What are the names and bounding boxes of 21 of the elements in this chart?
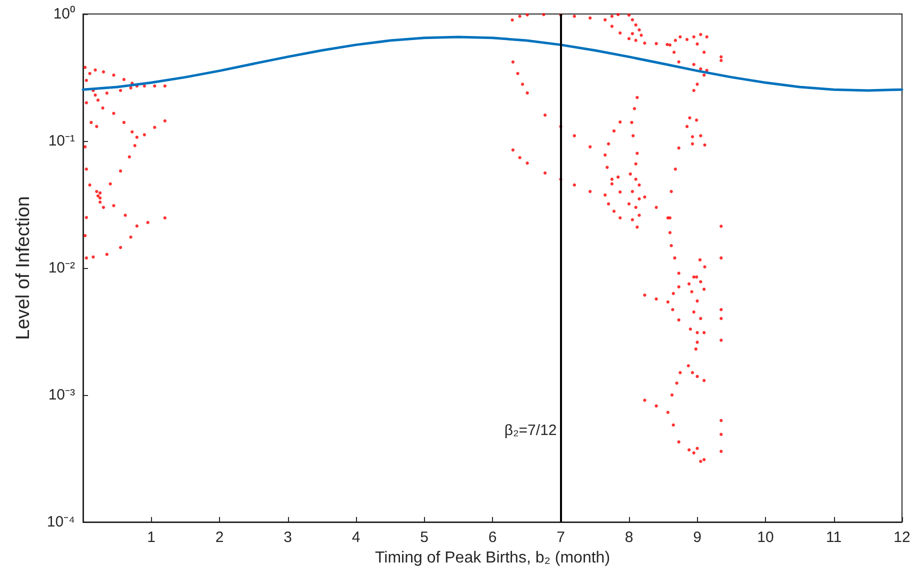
y-axis-title: Level of Infection	[13, 196, 34, 340]
x-tick-label: 8	[624, 529, 634, 546]
x-axis-title: Timing of Peak Births, b₂ (month)	[374, 550, 610, 566]
x-tick-label: 4	[352, 529, 360, 546]
x-tick-label: 11	[826, 529, 842, 546]
y-tick-label: 10⁻¹	[48, 132, 75, 150]
x-tick-label: 5	[420, 529, 428, 546]
y-tick-label: 10⁰	[53, 6, 75, 22]
x-tick-label: 6	[488, 529, 497, 546]
y-tick-label: 10⁻²	[48, 260, 75, 276]
y-tick-label: 10⁻³	[48, 386, 75, 404]
x-tick-label: 9	[693, 529, 702, 546]
x-tick-label: 10	[757, 529, 774, 546]
x-tick-label: 12	[894, 529, 910, 546]
x-tick-label: 3	[284, 529, 292, 546]
ref-line-label: β₂=7/12	[504, 422, 557, 440]
x-tick-label: 7	[556, 529, 565, 546]
line-series	[82, 36, 904, 92]
x-tick-label: 2	[215, 529, 224, 546]
y-tick-label: 10⁻⁴	[46, 514, 75, 530]
x-tick-label: 1	[147, 529, 156, 546]
